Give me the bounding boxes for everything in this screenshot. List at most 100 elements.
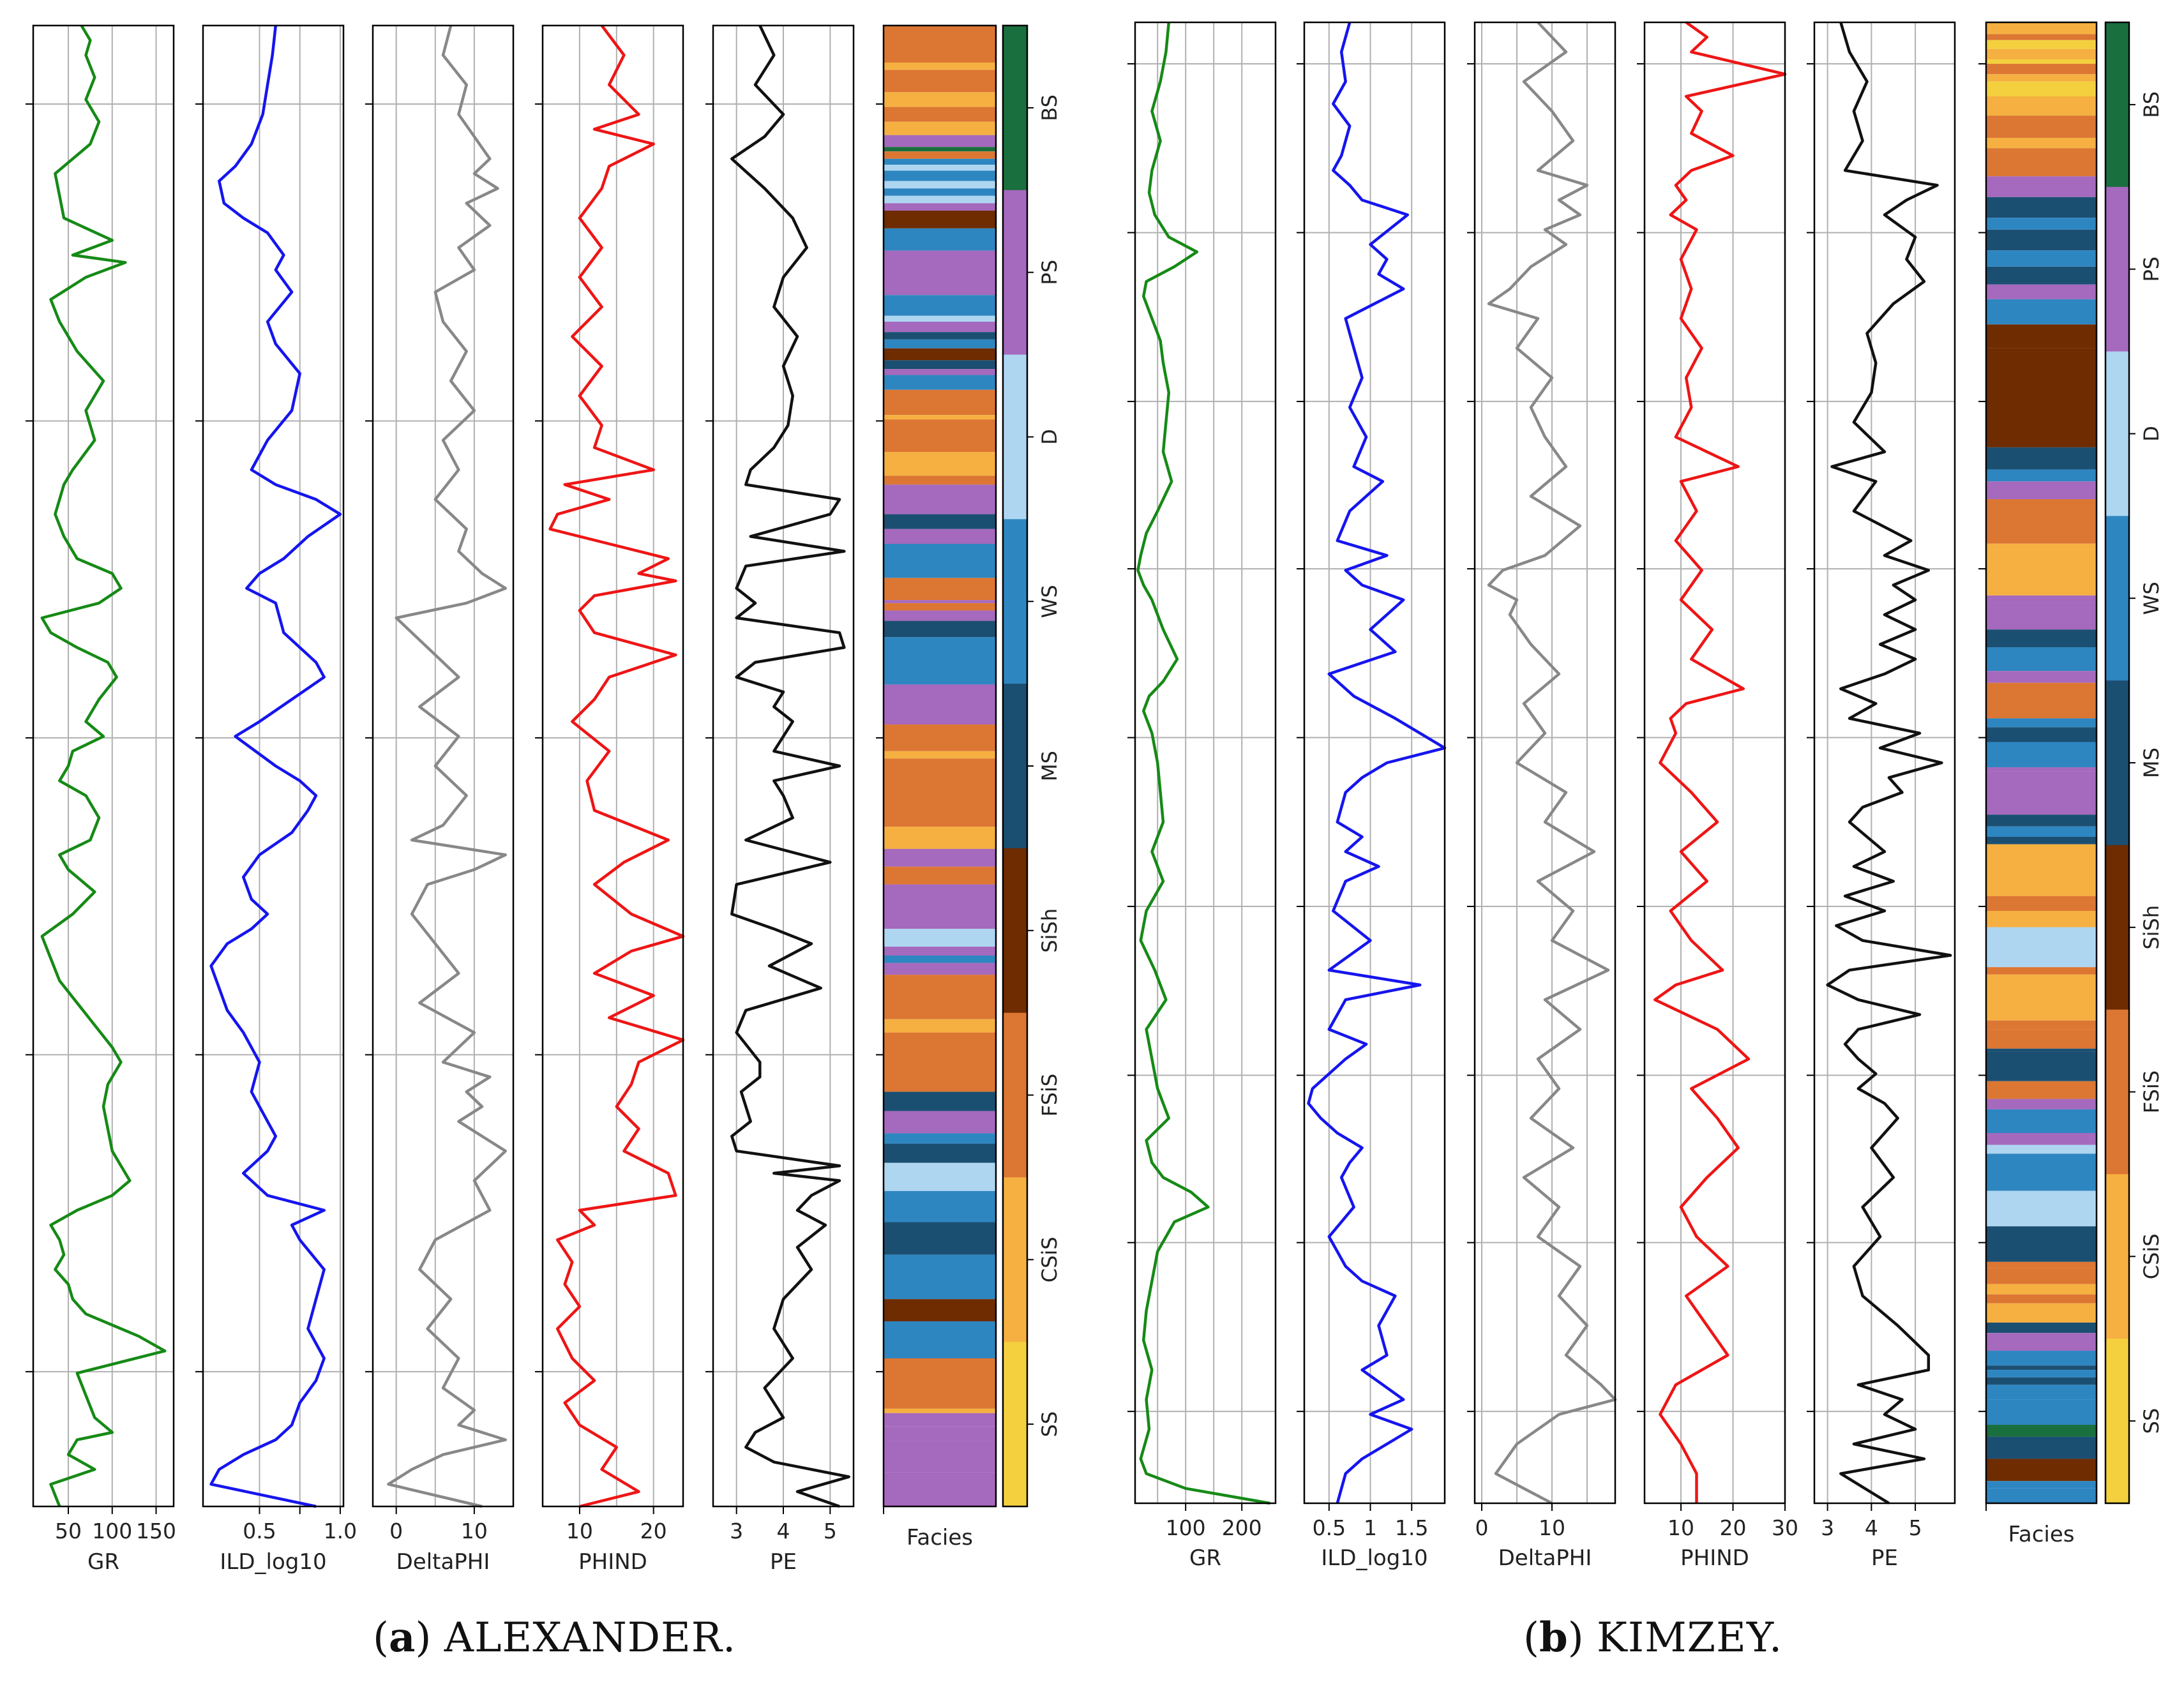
colorbar-label-fsis: FSiS bbox=[1037, 1074, 1062, 1116]
colorbar-swatch-sish bbox=[1003, 848, 1027, 1014]
colorbar-label-bs: BS bbox=[2139, 91, 2164, 118]
facies-band-csis bbox=[1986, 22, 2097, 34]
x-axis-label-facies: Facies bbox=[907, 1525, 973, 1550]
facies-band-fsis bbox=[1986, 1081, 2097, 1099]
colorbar-label-csis: CSiS bbox=[2139, 1233, 2164, 1279]
facies-band-ws bbox=[1986, 1109, 2097, 1133]
x-tick-label: 1.0 bbox=[324, 1519, 357, 1543]
x-tick-label: 0.5 bbox=[1313, 1515, 1346, 1540]
facies-band-ws bbox=[884, 375, 996, 390]
log-curve-gr bbox=[40, 24, 167, 1507]
facies-band-csis bbox=[884, 452, 996, 476]
colorbar-swatch-ss bbox=[1003, 1342, 1027, 1507]
facies-band-d bbox=[884, 315, 996, 322]
colorbar-swatch-bs bbox=[1003, 26, 1027, 191]
facies-band-fsis bbox=[1986, 148, 2097, 177]
facies-band-csis bbox=[1986, 96, 2097, 116]
facies-band-ms bbox=[884, 514, 996, 529]
facies-band-d bbox=[884, 165, 996, 171]
track-ild-log10: 0.5 1 1.5 ILD_log10 bbox=[1297, 21, 1447, 1571]
facies-band-ms bbox=[1986, 197, 2097, 218]
colorbar-label-ms: MS bbox=[2139, 747, 2164, 778]
colorbar-label-ss: SS bbox=[2139, 1408, 2164, 1434]
colorbar-label-ws: WS bbox=[1037, 585, 1062, 618]
facies-band-csis bbox=[884, 415, 996, 420]
x-tick-label: 5 bbox=[1909, 1515, 1922, 1540]
colorbar-swatch-ws bbox=[1003, 519, 1027, 684]
colorbar-label-bs: BS bbox=[1037, 94, 1062, 121]
facies-band-ps bbox=[884, 1426, 996, 1441]
facies-band-ws bbox=[1986, 1399, 2097, 1425]
facies-band-ps bbox=[884, 848, 996, 867]
facies-band-ws bbox=[1986, 250, 2097, 267]
facies-band-csis bbox=[1986, 844, 2097, 896]
facies-band-csis bbox=[1986, 1284, 2097, 1295]
track-deltaphi: 0 10 DeltaPHI bbox=[1467, 21, 1617, 1571]
facies-band-ms bbox=[884, 1143, 996, 1163]
facies-band-ms bbox=[884, 1092, 996, 1111]
facies-band-ws bbox=[884, 295, 996, 316]
colorbar-swatch-ms bbox=[1003, 684, 1027, 849]
facies-band-fsis bbox=[884, 724, 996, 751]
facies-frame bbox=[882, 24, 997, 1508]
track-gr: 50 100 150 GR bbox=[26, 24, 176, 1575]
colorbar-swatch-fsis bbox=[1003, 1012, 1027, 1178]
facies-band-ps bbox=[884, 684, 996, 725]
well-alexander: 50 100 150 GR 0.5 1.0 ILD_log10 0 10 DeltaPHI 10 20… bbox=[26, 24, 1062, 1575]
facies-band-ws bbox=[884, 170, 996, 181]
facies-band-fsis bbox=[1986, 1294, 2097, 1303]
x-tick-label: 20 bbox=[1720, 1515, 1747, 1540]
facies-band-ps bbox=[884, 1472, 996, 1506]
facies-band-fsis bbox=[884, 975, 996, 1019]
log-curve-gr bbox=[1136, 22, 1270, 1505]
facies-band-fsis bbox=[884, 866, 996, 885]
track-pe: 3 4 5 PE bbox=[705, 24, 855, 1575]
facies-band-ps bbox=[1986, 1333, 2097, 1351]
facies-track: Facies bbox=[1978, 21, 2098, 1547]
track-frame bbox=[32, 24, 175, 1508]
colorbar-swatch-ss bbox=[2105, 1339, 2129, 1504]
facies-band-fsis bbox=[884, 578, 996, 601]
facies-band-fsis bbox=[884, 70, 996, 93]
facies-band-ws bbox=[1986, 469, 2097, 482]
colorbar-swatch-ms bbox=[2105, 680, 2129, 846]
track-ild-log10: 0.5 1.0 ILD_log10 bbox=[195, 24, 357, 1575]
colorbar-label-fsis: FSiS bbox=[2139, 1070, 2164, 1113]
colorbar-swatch-csis bbox=[2105, 1174, 2129, 1339]
facies-band-ps bbox=[1986, 671, 2097, 683]
x-tick-label: 5 bbox=[824, 1519, 837, 1543]
facies-band-sish bbox=[1986, 348, 2097, 447]
facies-band-csis bbox=[1986, 137, 2097, 149]
facies-band-ms bbox=[1986, 1322, 2097, 1333]
facies-band-csis bbox=[1986, 1303, 2097, 1323]
facies-band-csis bbox=[884, 751, 996, 759]
facies-band-fsis bbox=[884, 419, 996, 453]
facies-band-ms bbox=[1986, 629, 2097, 648]
facies-colorbar: BS PS D WS MS SiSh FSiS CSiS SS bbox=[2104, 21, 2164, 1505]
facies-band-csis bbox=[1986, 974, 2097, 1021]
facies-band-ms bbox=[1986, 266, 2097, 285]
facies-band-ps bbox=[884, 884, 996, 929]
facies-band-ws bbox=[1986, 1370, 2097, 1377]
log-curve-deltaphi bbox=[387, 25, 508, 1508]
facies-band-fsis bbox=[1986, 116, 2097, 138]
facies-band-csis bbox=[884, 1019, 996, 1033]
x-axis-label-ild-log10: ILD_log10 bbox=[220, 1549, 326, 1575]
track-phind: 10 20 PHIND bbox=[535, 24, 685, 1575]
track-pe: 3 4 5 PE bbox=[1807, 21, 1956, 1571]
facies-band-fsis bbox=[884, 758, 996, 827]
x-axis-label-ild-log10: ILD_log10 bbox=[1321, 1545, 1427, 1571]
x-tick-label: 100 bbox=[92, 1519, 132, 1543]
facies-band-fsis bbox=[1986, 499, 2097, 544]
facies-band-ps bbox=[1986, 603, 2097, 630]
facies-band-ms bbox=[1986, 1226, 2097, 1262]
x-tick-label: 20 bbox=[640, 1519, 667, 1543]
colorbar-label-sish: SiSh bbox=[2139, 905, 2164, 950]
caption-b: (b) KIMZEY. bbox=[1523, 1614, 1783, 1662]
x-axis-label-gr: GR bbox=[1189, 1545, 1221, 1571]
x-tick-label: 4 bbox=[1865, 1515, 1878, 1540]
facies-band-ps bbox=[884, 947, 996, 956]
facies-band-bs bbox=[884, 147, 996, 152]
log-curve-ild-log10 bbox=[209, 25, 342, 1508]
